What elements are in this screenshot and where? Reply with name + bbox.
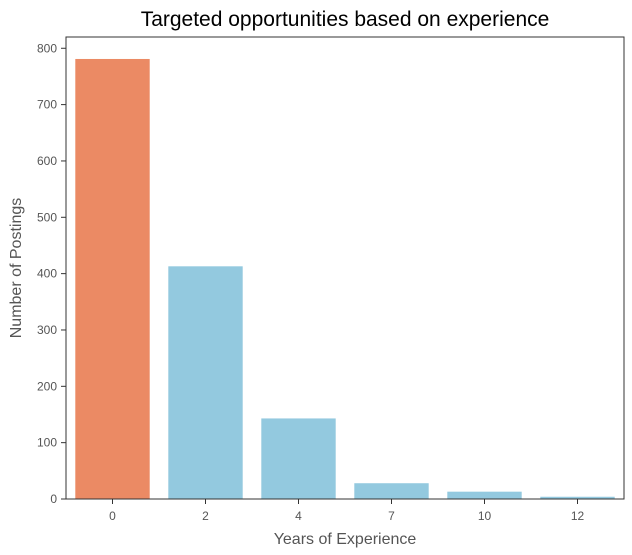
bar-7 [354, 483, 429, 499]
y-tick-label-100: 100 [37, 436, 57, 450]
y-axis-ticks: 0 100 200 300 400 500 600 700 800 [37, 41, 66, 506]
x-tick-label-10: 10 [478, 509, 492, 523]
bar-2 [168, 266, 243, 499]
x-tick-label-4: 4 [295, 509, 302, 523]
bar-12 [540, 496, 615, 499]
bars-group [75, 58, 615, 499]
x-axis-label: Years of Experience [274, 531, 417, 548]
y-tick-label-700: 700 [37, 98, 57, 112]
y-tick-label-800: 800 [37, 41, 57, 55]
y-tick-label-0: 0 [50, 492, 57, 506]
x-tick-label-7: 7 [388, 509, 395, 523]
bar-10 [447, 491, 522, 499]
y-tick-label-300: 300 [37, 323, 57, 337]
x-tick-label-2: 2 [202, 509, 209, 523]
y-tick-label-500: 500 [37, 210, 57, 224]
x-tick-label-12: 12 [571, 509, 585, 523]
y-axis-label: Number of Postings [8, 198, 25, 339]
y-tick-label-200: 200 [37, 379, 57, 393]
plot-frame [65, 36, 625, 500]
x-tick-label-0: 0 [109, 509, 116, 523]
y-tick-label-600: 600 [37, 154, 57, 168]
bar-0 [75, 58, 150, 499]
bar-4 [261, 418, 336, 499]
x-axis-ticks: 0 2 4 7 10 12 [109, 499, 584, 523]
y-tick-label-400: 400 [37, 267, 57, 281]
chart-title: Targeted opportunities based on experien… [141, 8, 550, 31]
plot-area: 0 100 200 300 400 500 600 700 800 0 2 4 7 10 12 [37, 36, 625, 523]
